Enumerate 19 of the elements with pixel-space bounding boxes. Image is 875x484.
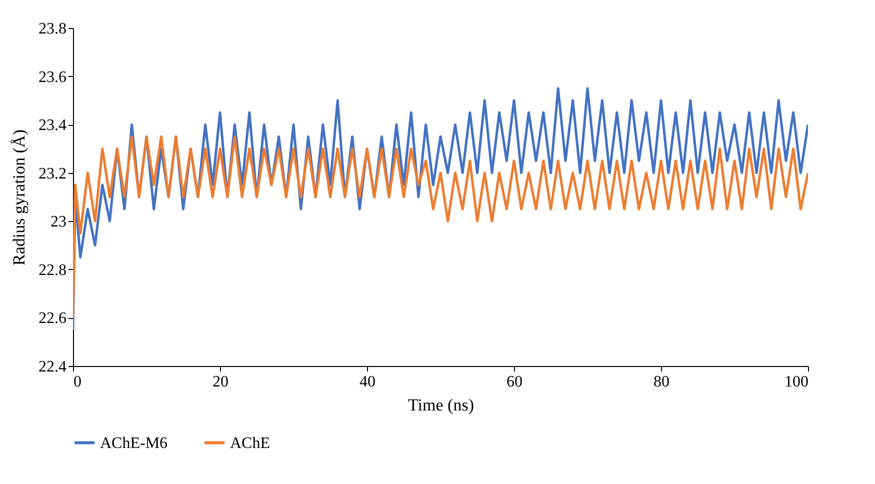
y-tick-label: 23 <box>50 214 66 231</box>
y-tick-label: 22.8 <box>38 262 66 279</box>
y-tick-label: 22.4 <box>38 358 66 376</box>
x-tick-label: 0 <box>74 374 82 390</box>
x-tick-label: 20 <box>212 374 228 390</box>
y-tick-label: 22.6 <box>38 310 66 328</box>
y-axis-title: Radius gyration (Å) <box>10 130 28 266</box>
x-tick-label: 60 <box>506 374 522 390</box>
y-tick-label: 23.4 <box>38 117 66 134</box>
y-tick-label: 23.8 <box>38 20 66 38</box>
y-tick-label: 23.2 <box>38 165 66 182</box>
x-axis-title: Time (ns) <box>408 396 474 414</box>
x-tick-label: 80 <box>654 374 670 390</box>
line-series <box>73 135 808 319</box>
legend-label: AChE <box>230 434 270 452</box>
x-tick-label: 40 <box>360 374 376 390</box>
x-tick-label: 100 <box>784 374 808 390</box>
legend-label: AChE-M6 <box>100 434 168 452</box>
y-tick-label: 23.6 <box>38 68 66 86</box>
